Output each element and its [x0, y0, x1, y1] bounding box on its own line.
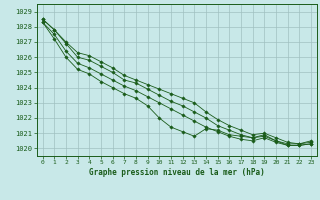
X-axis label: Graphe pression niveau de la mer (hPa): Graphe pression niveau de la mer (hPa): [89, 168, 265, 177]
